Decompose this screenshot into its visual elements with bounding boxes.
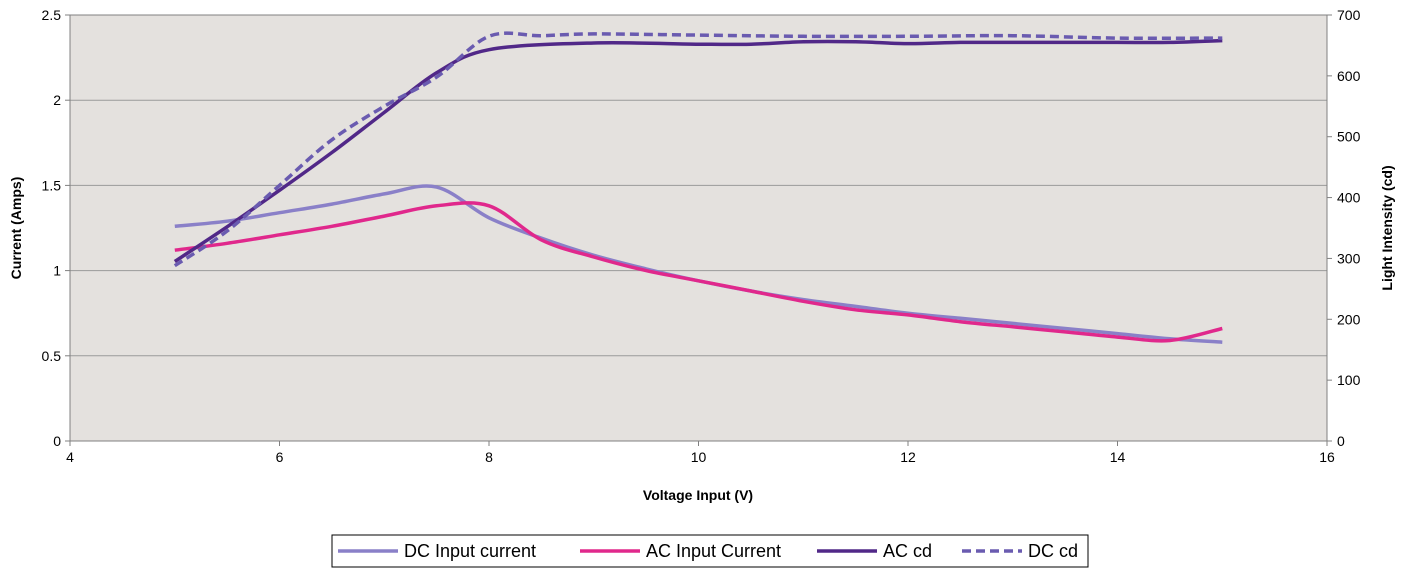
series-line-ac-cd <box>173 38 1223 263</box>
y-axis-left-title: Current (Amps) <box>8 177 24 280</box>
tick-labels: 4 6 8 10 12 14 1600.511.522.501002003004005006… <box>42 7 1361 465</box>
plot-area <box>69 14 1328 442</box>
legend-label-ac-input-current: AC Input Current <box>646 541 781 561</box>
legend-label-dc-input-current: DC Input current <box>404 541 536 561</box>
x-tick-label: 6 <box>276 449 284 465</box>
y-left-tick-label: 2 <box>53 92 61 108</box>
axes <box>65 14 1332 446</box>
legend-label-dc-cd: DC cd <box>1028 541 1078 561</box>
y-right-tick-label: 400 <box>1337 190 1361 206</box>
y-left-tick-label: 1 <box>53 263 61 279</box>
y-right-tick-label: 100 <box>1337 372 1361 388</box>
y-right-tick-label: 700 <box>1337 7 1361 23</box>
x-tick-label: 10 <box>691 449 707 465</box>
x-tick-label: 4 <box>66 449 74 465</box>
y-left-tick-label: 1.5 <box>42 177 62 193</box>
legend-label-ac-cd: AC cd <box>883 541 932 561</box>
series-line-dc-cd <box>173 31 1223 268</box>
y-left-tick-label: 0 <box>53 433 61 449</box>
x-tick-label: 12 <box>900 449 916 465</box>
y-axis-right-title: Light Intensity (cd) <box>1379 165 1395 290</box>
y-left-tick-label: 2.5 <box>42 7 62 23</box>
legend: DC Input current AC Input Current AC cd DC … <box>331 534 1089 568</box>
y-right-tick-label: 0 <box>1337 433 1345 449</box>
x-tick-label: 8 <box>485 449 493 465</box>
y-right-tick-label: 500 <box>1337 129 1361 145</box>
y-right-tick-label: 300 <box>1337 250 1361 266</box>
series-lines <box>173 31 1223 344</box>
y-left-tick-label: 0.5 <box>42 348 62 364</box>
x-tick-label: 16 <box>1319 449 1335 465</box>
x-axis-title: Voltage Input (V) <box>643 487 753 503</box>
y-right-tick-label: 600 <box>1337 68 1361 84</box>
series-line-ac-input-current <box>174 201 1223 343</box>
x-tick-label: 14 <box>1110 449 1126 465</box>
y-right-tick-label: 200 <box>1337 311 1361 327</box>
